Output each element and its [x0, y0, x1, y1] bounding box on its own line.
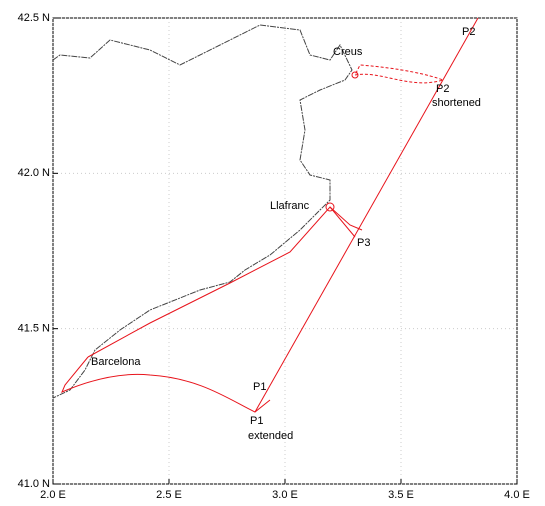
y-tick-label: 42.0 N	[18, 167, 50, 179]
place-label: Barcelona	[91, 356, 141, 368]
y-tick-label: 42.5 N	[18, 12, 50, 24]
track-line	[254, 17, 479, 413]
point-label: P1	[253, 381, 266, 393]
x-tick-label: 2.0 E	[40, 489, 66, 501]
place-label: Creus	[333, 46, 363, 58]
track-line	[354, 64, 445, 84]
site-marker	[351, 71, 359, 79]
x-tick-label: 3.5 E	[388, 489, 414, 501]
place-label: Llafranc	[270, 200, 310, 212]
track	[61, 17, 479, 413]
coastline	[52, 24, 353, 399]
x-tick-label: 4.0 E	[504, 489, 530, 501]
point-label: P2	[436, 83, 449, 95]
x-tick-label: 3.0 E	[272, 489, 298, 501]
track-line	[61, 356, 271, 413]
point-label: shortened	[432, 97, 481, 109]
y-tick-label: 41.0 N	[18, 478, 50, 490]
point-label: extended	[248, 430, 293, 442]
x-tick-label: 2.5 E	[156, 489, 182, 501]
point-label: P1	[250, 415, 263, 427]
track-line	[329, 206, 363, 231]
track-line	[87, 206, 356, 358]
site-marker	[325, 202, 335, 212]
point-label: P3	[357, 237, 370, 249]
y-tick-label: 41.5 N	[18, 323, 50, 335]
point-label: P2	[462, 26, 475, 38]
